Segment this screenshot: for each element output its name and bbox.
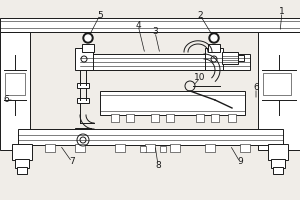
Text: 5: 5 [97, 10, 103, 20]
Bar [263, 73, 291, 95]
Bar [15, 159, 29, 168]
Bar [75, 48, 93, 70]
Circle shape [85, 35, 91, 41]
Bar [100, 91, 245, 115]
Bar [211, 114, 219, 122]
Bar [80, 54, 250, 70]
Bar [205, 48, 223, 70]
Bar [273, 167, 283, 174]
Bar [17, 167, 27, 174]
Bar [0, 18, 300, 32]
Text: 2: 2 [197, 10, 203, 20]
Bar [271, 159, 285, 168]
Bar [240, 144, 250, 152]
Bar [151, 114, 159, 122]
Bar [0, 32, 30, 150]
Text: 3: 3 [152, 27, 158, 36]
Bar [5, 73, 25, 95]
Text: 7: 7 [69, 158, 75, 166]
Bar [160, 146, 166, 152]
Text: 1: 1 [279, 7, 285, 17]
Bar [111, 114, 119, 122]
Bar [77, 83, 89, 88]
Bar [222, 52, 238, 64]
Bar [205, 144, 215, 152]
Circle shape [211, 35, 217, 41]
Bar [75, 144, 85, 152]
Bar [208, 44, 220, 52]
Text: 4: 4 [135, 21, 141, 29]
Text: 8: 8 [155, 160, 161, 170]
Bar [258, 32, 300, 150]
Bar [228, 114, 236, 122]
Bar [115, 144, 125, 152]
Bar [170, 144, 180, 152]
Bar [82, 44, 94, 52]
Text: 10: 10 [194, 73, 206, 82]
Bar [77, 98, 89, 103]
Text: 6: 6 [253, 84, 259, 92]
Bar [196, 114, 204, 122]
Bar [126, 114, 134, 122]
Bar [166, 114, 174, 122]
Bar [75, 128, 91, 135]
Circle shape [209, 33, 219, 43]
Bar [12, 144, 32, 160]
Bar [145, 144, 155, 152]
Text: 6: 6 [3, 96, 9, 104]
Bar [18, 129, 283, 145]
Bar [140, 146, 146, 152]
Text: 9: 9 [237, 158, 243, 166]
Bar [45, 144, 55, 152]
Bar [268, 144, 288, 160]
Bar [238, 55, 244, 61]
Circle shape [83, 33, 93, 43]
